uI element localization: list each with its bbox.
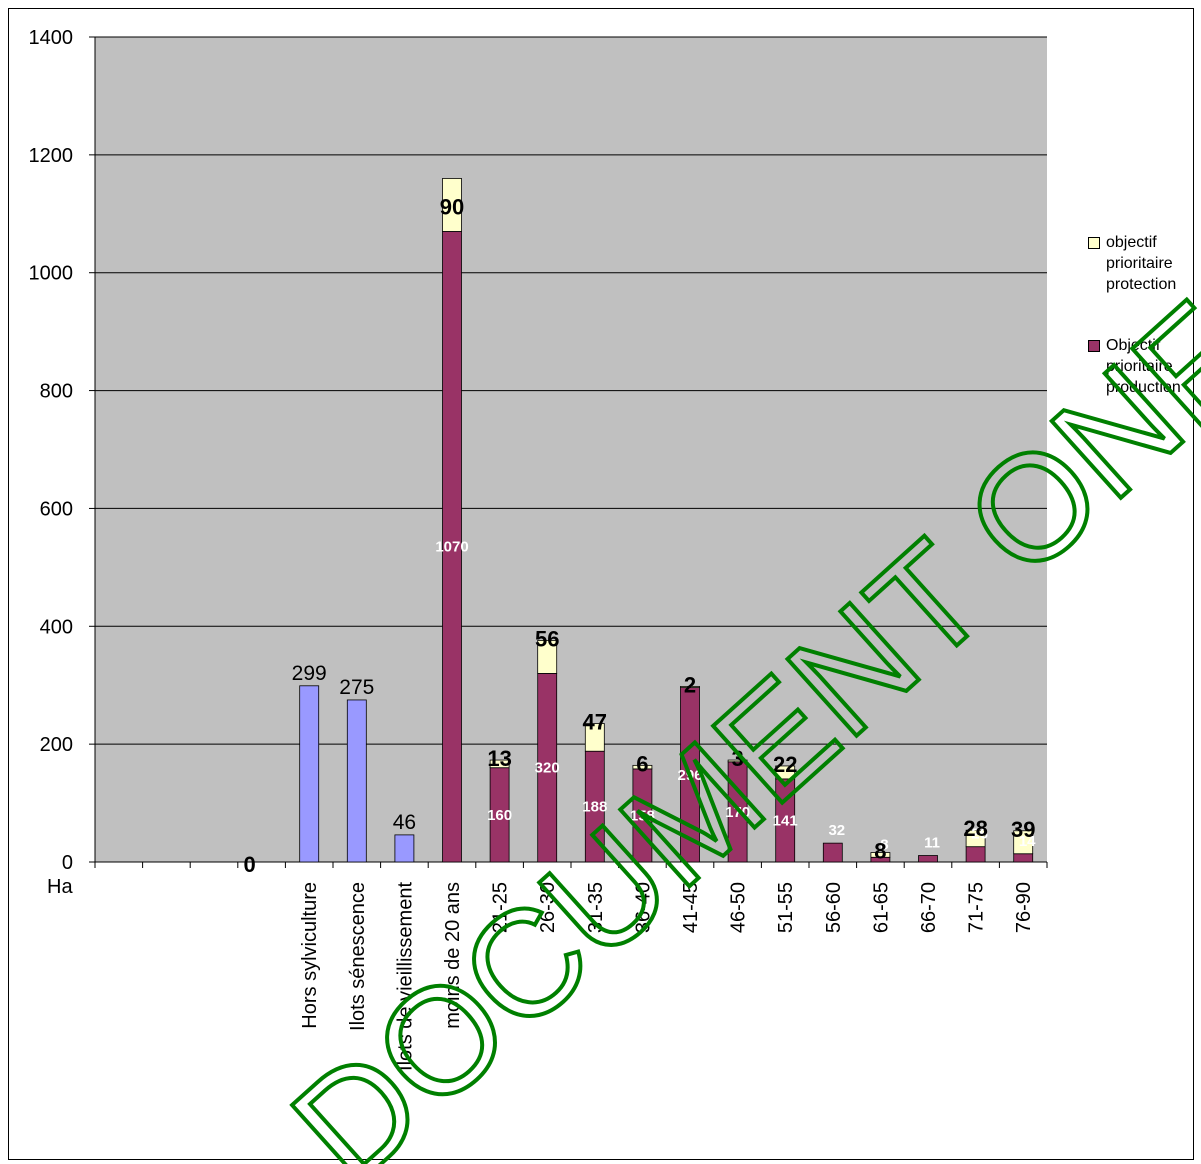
- data-label-single: 46: [393, 811, 416, 834]
- bar-protection: [727, 759, 748, 763]
- y-tick-label: 600: [40, 498, 73, 520]
- y-tick-label: 1000: [29, 263, 74, 285]
- bar-production: [1013, 853, 1034, 863]
- x-tick-label: 71-75: [966, 882, 988, 933]
- bar-protection: [870, 852, 891, 858]
- bar-protection: [965, 829, 986, 848]
- data-label-single: 0: [243, 852, 255, 877]
- legend-item-production: Objectif prioritaire production: [1088, 335, 1198, 398]
- x-tick-label: 46-50: [728, 882, 750, 933]
- y-tick-label: 0: [62, 852, 73, 874]
- data-label-protection: 47: [583, 710, 607, 735]
- data-label-production: 32: [828, 822, 845, 839]
- y-tick-label: 200: [40, 734, 73, 756]
- data-label-production: 320: [535, 760, 560, 777]
- data-label-single: 299: [292, 662, 327, 685]
- data-label-protection: 3: [731, 746, 743, 771]
- bar-protection: [1013, 830, 1034, 855]
- data-label-production: 296: [677, 767, 702, 784]
- legend-label-protection: objectif prioritaire protection: [1106, 234, 1177, 293]
- x-tick-label: Ilots de vieillissement: [394, 882, 416, 1071]
- data-label-protection: 8: [874, 839, 886, 864]
- x-tick-label: moins de 20 ans: [442, 882, 464, 1029]
- data-label-production: 141: [773, 812, 798, 829]
- x-tick-label: 36-40: [632, 882, 654, 933]
- data-label-single: 275: [339, 676, 374, 699]
- data-label-production: 188: [582, 799, 607, 816]
- x-tick-label: Hors sylviculture: [299, 882, 321, 1029]
- x-tick-label: 61-65: [870, 882, 892, 933]
- bar-production: [965, 846, 986, 863]
- x-tick-label: 41-45: [680, 882, 702, 933]
- bar-production: [918, 855, 938, 863]
- data-label-protection: 56: [535, 626, 559, 651]
- data-label-protection: 22: [773, 752, 797, 777]
- bar-single: [394, 834, 415, 863]
- data-label-protection: 90: [440, 194, 464, 219]
- bar-protection: [775, 765, 796, 780]
- data-label-production: 14: [1019, 833, 1036, 850]
- bar-protection: [680, 685, 700, 688]
- data-label-protection: 6: [636, 751, 648, 776]
- y-tick-label: 1400: [29, 27, 74, 49]
- bar-single: [346, 699, 367, 863]
- legend: objectif prioritaire protection Objectif…: [1088, 232, 1198, 438]
- data-label-production: 170: [725, 804, 750, 821]
- bar-single: [299, 685, 320, 863]
- data-label-production: 26: [971, 826, 988, 843]
- bar-protection: [537, 640, 558, 674]
- data-label-protection: 13: [487, 746, 511, 771]
- data-label-protection: 39: [1011, 817, 1035, 842]
- data-label-production: 1070: [435, 539, 468, 556]
- bar-production: [822, 842, 843, 863]
- legend-swatch-protection: [1088, 237, 1100, 249]
- legend-swatch-production: [1088, 340, 1100, 352]
- bar-protection: [632, 764, 653, 770]
- legend-item-protection: objectif prioritaire protection: [1088, 232, 1198, 295]
- y-tick-label: 400: [40, 616, 73, 638]
- bar-protection: [442, 178, 462, 232]
- legend-label-production: Objectif prioritaire production: [1106, 337, 1181, 396]
- data-label-protection: 2: [684, 672, 696, 697]
- data-label-production: 158: [630, 807, 655, 824]
- x-tick-label: 21-25: [490, 882, 512, 933]
- y-tick-label: 1200: [29, 145, 74, 167]
- y-tick-label: 800: [40, 381, 73, 403]
- data-label-production: 160: [487, 807, 512, 824]
- x-tick-label: 76-90: [1013, 882, 1035, 933]
- plot-area: [95, 37, 1047, 862]
- y-axis-label: Ha: [47, 876, 73, 898]
- bar-protection: [584, 723, 605, 752]
- bar-protection: [489, 759, 510, 769]
- data-label-production: 11: [924, 835, 940, 852]
- x-tick-label: 66-70: [918, 882, 940, 933]
- x-tick-label: Ilots sénescence: [347, 882, 369, 1031]
- x-tick-label: 26-30: [537, 882, 559, 933]
- data-label-production: 8: [880, 836, 888, 853]
- x-tick-label: 51-55: [775, 882, 797, 933]
- x-tick-label: 31-35: [585, 882, 607, 933]
- x-tick-label: 56-60: [823, 882, 845, 933]
- data-label-protection: 28: [963, 816, 987, 841]
